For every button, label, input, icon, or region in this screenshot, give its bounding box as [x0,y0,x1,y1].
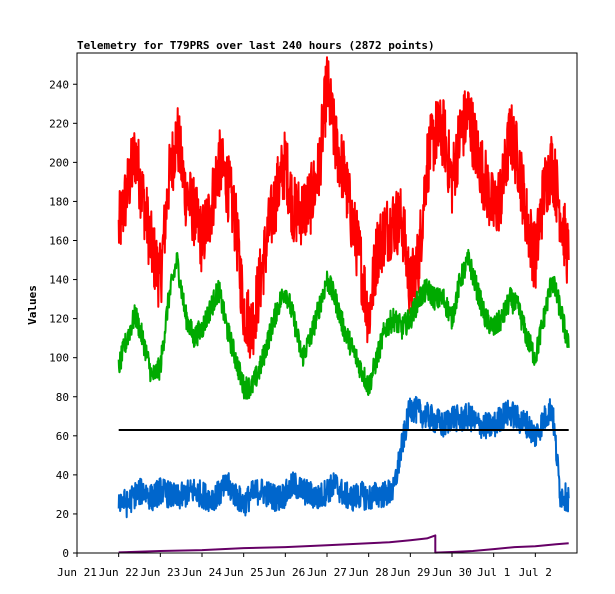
x-tick-label: Jun 27 [307,566,347,579]
y-tick-label: 60 [56,430,69,443]
y-tick-label: 160 [49,235,69,248]
y-tick-label: 20 [56,508,69,521]
x-tick-label: Jun 28 [349,566,389,579]
x-tick-label: Jun 29 [390,566,430,579]
y-tick-label: 100 [49,352,69,365]
x-tick-label: Jun 22 [99,566,139,579]
y-axis-label: Values [26,285,39,325]
x-tick-label: Jun 26 [265,566,305,579]
x-tick-label: Jul 2 [519,566,552,579]
x-tick-label: Jun 24 [182,566,222,579]
y-tick-label: 80 [56,391,69,404]
y-tick-label: 200 [49,156,69,169]
y-tick-label: 240 [49,78,69,91]
series-line-2 [117,248,570,400]
x-tick-label: Jun 25 [224,566,264,579]
chart-title: Telemetry for T79PRS over last 240 hours… [77,39,435,52]
y-tick-label: 140 [49,274,69,287]
y-tick-label: 0 [62,547,69,560]
y-tick-label: 180 [49,195,69,208]
x-tick-label: Jun 23 [140,566,180,579]
x-tick-label: Jun 21 [57,566,97,579]
y-tick-label: 220 [49,117,69,130]
series-line-3 [117,395,570,519]
series-line-1 [117,56,570,359]
x-tick-label: Jun 30 [432,566,472,579]
y-tick-label: 40 [56,469,69,482]
series-line-4 [118,534,569,554]
plot-layer [117,56,570,554]
y-tick-label: 120 [49,313,69,326]
x-tick-label: Jul 1 [477,566,510,579]
